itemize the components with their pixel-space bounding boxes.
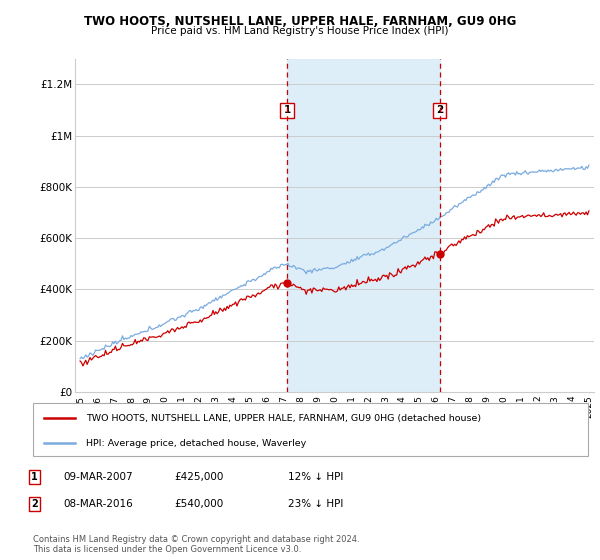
Bar xyxy=(287,59,440,392)
Text: 1: 1 xyxy=(283,105,290,115)
Text: Price paid vs. HM Land Registry's House Price Index (HPI): Price paid vs. HM Land Registry's House … xyxy=(151,26,449,36)
Text: 08-MAR-2016: 08-MAR-2016 xyxy=(63,499,133,509)
Text: Contains HM Land Registry data © Crown copyright and database right 2024.
This d: Contains HM Land Registry data © Crown c… xyxy=(33,535,359,554)
Text: 23% ↓ HPI: 23% ↓ HPI xyxy=(288,499,343,509)
Text: 12% ↓ HPI: 12% ↓ HPI xyxy=(288,472,343,482)
Text: £425,000: £425,000 xyxy=(174,472,223,482)
Text: £540,000: £540,000 xyxy=(174,499,223,509)
Text: TWO HOOTS, NUTSHELL LANE, UPPER HALE, FARNHAM, GU9 0HG: TWO HOOTS, NUTSHELL LANE, UPPER HALE, FA… xyxy=(84,15,516,28)
Text: 09-MAR-2007: 09-MAR-2007 xyxy=(63,472,133,482)
Text: HPI: Average price, detached house, Waverley: HPI: Average price, detached house, Wave… xyxy=(86,438,306,447)
Text: 1: 1 xyxy=(31,472,38,482)
Text: 2: 2 xyxy=(436,105,443,115)
Text: 2: 2 xyxy=(31,499,38,509)
Text: TWO HOOTS, NUTSHELL LANE, UPPER HALE, FARNHAM, GU9 0HG (detached house): TWO HOOTS, NUTSHELL LANE, UPPER HALE, FA… xyxy=(86,414,481,423)
